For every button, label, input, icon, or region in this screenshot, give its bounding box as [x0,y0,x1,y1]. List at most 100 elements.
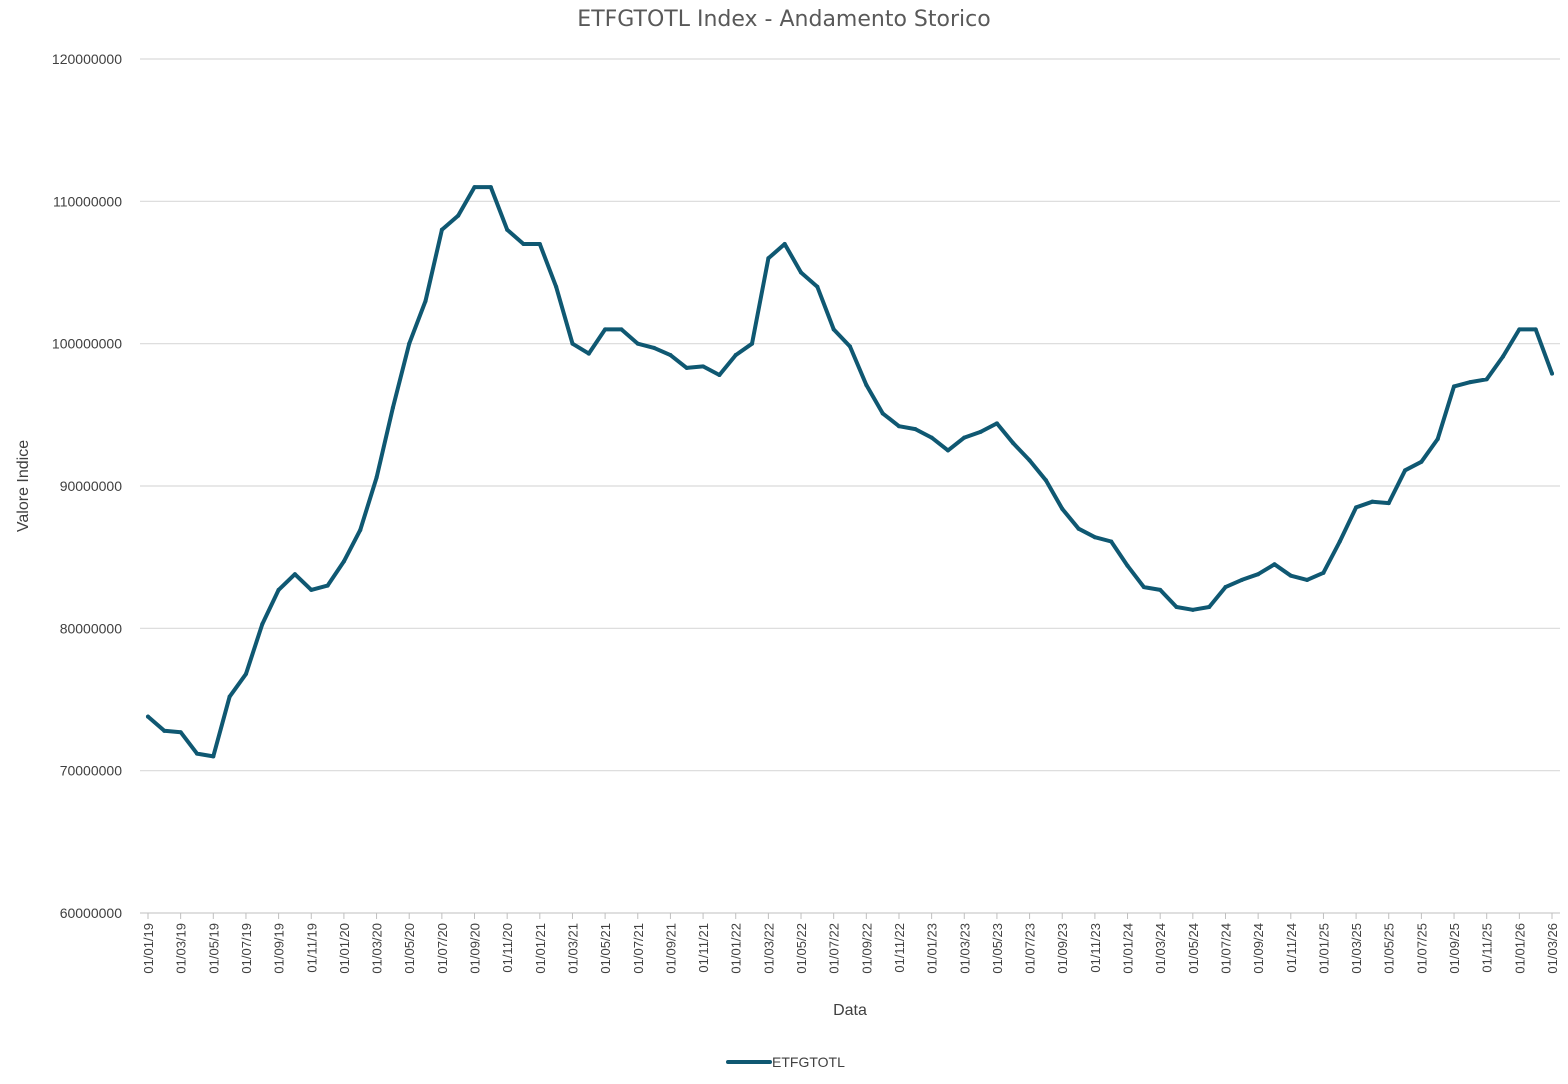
x-tick-label: 01/07/20 [435,923,450,974]
x-tick-label: 01/11/22 [892,923,907,973]
x-tick-label: 01/11/23 [1088,923,1103,973]
data-point [1484,377,1489,382]
legend: ETFGTOTL [726,1054,845,1070]
x-tick-label: 01/03/20 [370,923,385,974]
x-tick-label: 01/01/20 [337,923,352,974]
data-point [684,365,689,370]
x-tick-label: 01/09/22 [859,923,874,974]
y-tick-label: 80000000 [60,620,123,636]
x-tick-label: 01/07/25 [1414,923,1429,974]
data-point [1386,501,1391,506]
data-point [619,327,624,332]
data-point [1256,572,1261,577]
data-point [309,587,314,592]
data-point [586,351,591,356]
y-tick-label: 60000000 [60,905,123,921]
data-point [1288,573,1293,578]
y-axis-ticks: 60000000 70000000 80000000 90000000 10000000… [52,51,122,921]
data-point [439,227,444,232]
x-tick-label: 01/05/25 [1382,923,1397,974]
data-point [668,353,673,358]
data-point [178,730,183,735]
data-point [292,572,297,577]
data-point [162,728,167,733]
x-tick-label: 01/09/23 [1055,923,1070,974]
data-point [1452,384,1457,389]
y-tick-label: 120000000 [52,51,122,67]
data-point [325,583,330,588]
data-point [1174,604,1179,609]
data-point [978,429,983,434]
data-point [896,424,901,429]
data-point [537,242,542,247]
data-point [374,475,379,480]
x-tick-label: 01/01/21 [533,923,548,974]
x-tick-label: 01/03/23 [957,923,972,974]
data-point [831,327,836,332]
data-point [1076,526,1081,531]
x-tick-label: 01/05/22 [794,923,809,974]
x-tick-label: 01/03/21 [565,923,580,974]
x-tick-label: 01/01/26 [1512,923,1527,974]
data-point [733,353,738,358]
data-point [945,448,950,453]
data-point [1207,604,1212,609]
x-tick-label: 01/09/25 [1447,923,1462,974]
data-point [815,284,820,289]
x-axis-label: Data [833,1002,867,1019]
grid-lines [140,58,1560,772]
data-point [488,185,493,190]
data-point [1435,437,1440,442]
x-tick-label: 01/03/24 [1153,923,1168,974]
data-point [423,298,428,303]
data-point [1550,371,1554,376]
x-tick-label: 01/07/22 [827,923,842,974]
data-point [146,714,150,719]
data-point [1305,577,1310,582]
data-point [211,754,216,759]
data-point [341,559,346,564]
data-point [521,242,526,247]
x-tick-label: 01/03/22 [761,923,776,974]
data-point [1190,607,1195,612]
data-point [1223,585,1228,590]
data-point [1468,380,1473,385]
data-point [1043,478,1048,483]
data-point [1141,585,1146,590]
data-point [1533,327,1538,332]
data-point [1354,505,1359,510]
data-point [799,270,804,275]
data-point [652,345,657,350]
x-tick-label: 01/09/19 [272,923,287,974]
x-tick-label: 01/09/20 [468,923,483,974]
data-point [276,587,281,592]
data-point [1092,535,1097,540]
data-point [570,341,575,346]
legend-label: ETFGTOTL [772,1054,845,1070]
data-point [1370,499,1375,504]
x-tick-label: 01/05/23 [990,923,1005,974]
data-point [1011,441,1016,446]
data-point [603,327,608,332]
x-axis-ticks: 01/01/19 01/03/19 01/05/19 01/07/19 01/09/19… [141,913,1560,974]
x-tick-label: 01/11/21 [696,923,711,973]
data-point [1027,458,1032,463]
x-tick-label: 01/09/21 [663,923,678,974]
x-tick-label: 01/05/24 [1186,923,1201,974]
y-tick-label: 90000000 [60,478,123,494]
data-point [880,411,885,416]
data-point [782,242,787,247]
data-point [1337,539,1342,544]
data-point [1403,468,1408,473]
x-tick-label: 01/03/26 [1545,923,1560,974]
y-tick-label: 110000000 [53,193,122,209]
data-point [717,372,722,377]
data-point [1419,459,1424,464]
data-point [472,185,477,190]
data-point [227,694,232,699]
x-tick-label: 01/03/19 [174,923,189,974]
x-tick-label: 01/07/21 [631,923,646,974]
data-point [750,341,755,346]
data-point [1272,562,1277,567]
